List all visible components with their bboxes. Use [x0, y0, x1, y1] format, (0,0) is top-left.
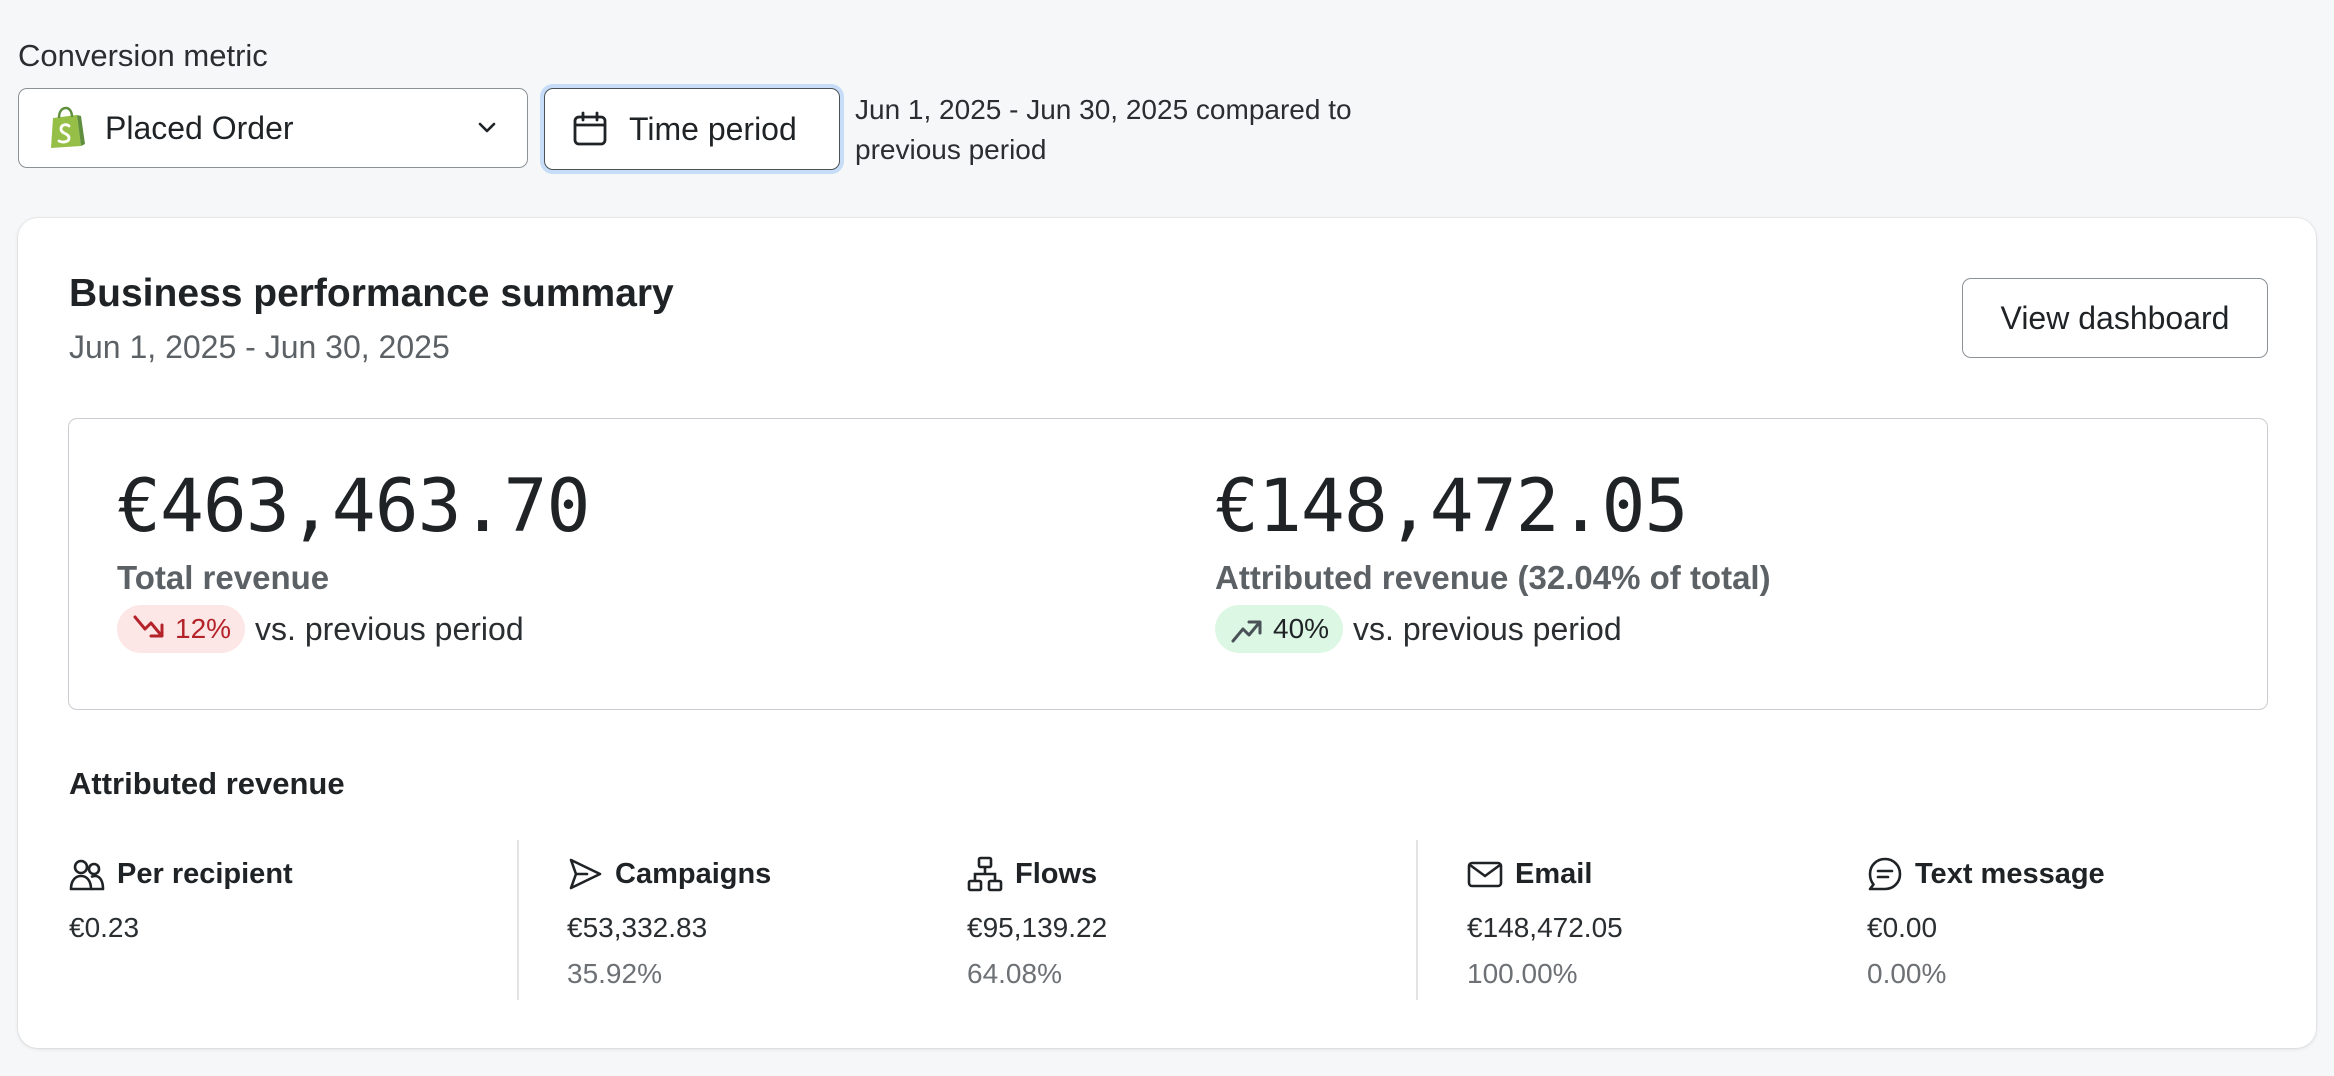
email-label: Email	[1515, 857, 1593, 890]
trend-up-icon	[1231, 620, 1262, 643]
attributed-revenue-title: Attributed revenue	[69, 766, 345, 801]
users-icon	[69, 859, 105, 891]
campaigns-value: €53,332.83	[567, 912, 708, 943]
attributed-revenue-change-badge: 40%	[1215, 605, 1344, 653]
trend-down-icon	[133, 615, 164, 638]
time-period-focus-ring: Time period	[540, 84, 844, 174]
per-recipient-value: €0.23	[69, 912, 140, 943]
chevron-down-icon	[478, 122, 496, 133]
attributed-revenue-change: 40%	[1273, 613, 1330, 644]
flows-value: €95,139.22	[967, 912, 1108, 943]
total-revenue-comparison: vs. previous period	[255, 610, 524, 647]
text-message-label: Text message	[1915, 857, 2105, 890]
campaigns-label: Campaigns	[615, 857, 772, 890]
text-message-percent: 0.00%	[1867, 958, 1947, 989]
time-period-label: Time period	[629, 110, 797, 147]
comparison-range-text: Jun 1, 2025 - Jun 30, 2025 compared to p…	[855, 94, 1352, 165]
campaigns-percent: 35.92%	[567, 958, 662, 989]
text-message-value: €0.00	[1867, 912, 1938, 943]
shopify-icon	[51, 106, 85, 148]
conversion-metric-select[interactable]: Placed Order	[18, 88, 528, 168]
message-icon	[1868, 857, 1902, 891]
conversion-metric-label: Conversion metric	[18, 38, 268, 73]
time-period-button[interactable]: Time period	[544, 88, 840, 170]
email-percent: 100.00%	[1467, 958, 1578, 989]
flows-label: Flows	[1015, 857, 1098, 890]
calendar-icon	[573, 111, 607, 146]
card-date-range: Jun 1, 2025 - Jun 30, 2025	[69, 329, 450, 365]
divider	[1416, 840, 1418, 1000]
attributed-revenue-kpi: €148,472.05 Attributed revenue (32.04% o…	[1215, 467, 1771, 653]
view-dashboard-button[interactable]: View dashboard	[1962, 278, 2268, 358]
flows-stat: Flows €95,139.22 64.08%	[967, 854, 1107, 990]
text-message-stat: Text message €0.00 0.00%	[1867, 854, 2105, 990]
attributed-revenue-label: Attributed revenue (32.04% of total)	[1215, 559, 1771, 596]
total-revenue-amount: €463,463.70	[117, 464, 590, 549]
email-value: €148,472.05	[1467, 912, 1623, 943]
divider	[517, 840, 519, 1000]
flow-icon	[967, 856, 1003, 892]
total-revenue-change-badge: 12%	[117, 605, 246, 653]
card-title: Business performance summary	[69, 272, 674, 315]
conversion-metric-value: Placed Order	[105, 109, 294, 146]
attributed-revenue-comparison: vs. previous period	[1353, 610, 1622, 647]
total-revenue-change: 12%	[175, 613, 232, 644]
email-stat: Email €148,472.05 100.00%	[1467, 854, 1623, 990]
total-revenue-kpi: €463,463.70 Total revenue 12% vs. previo…	[117, 464, 590, 653]
business-performance-card: Business performance summary Jun 1, 2025…	[18, 218, 2316, 1048]
total-revenue-label: Total revenue	[117, 559, 330, 596]
per-recipient-stat: Per recipient €0.23	[69, 854, 293, 944]
send-icon	[569, 858, 602, 890]
mail-icon	[1467, 861, 1503, 888]
attributed-revenue-amount: €148,472.05	[1215, 464, 1688, 549]
per-recipient-label: Per recipient	[117, 857, 293, 890]
revenue-summary-box: €463,463.70 Total revenue 12% vs. previo…	[68, 418, 2268, 710]
campaigns-stat: Campaigns €53,332.83 35.92%	[567, 854, 771, 990]
flows-percent: 64.08%	[967, 958, 1062, 989]
